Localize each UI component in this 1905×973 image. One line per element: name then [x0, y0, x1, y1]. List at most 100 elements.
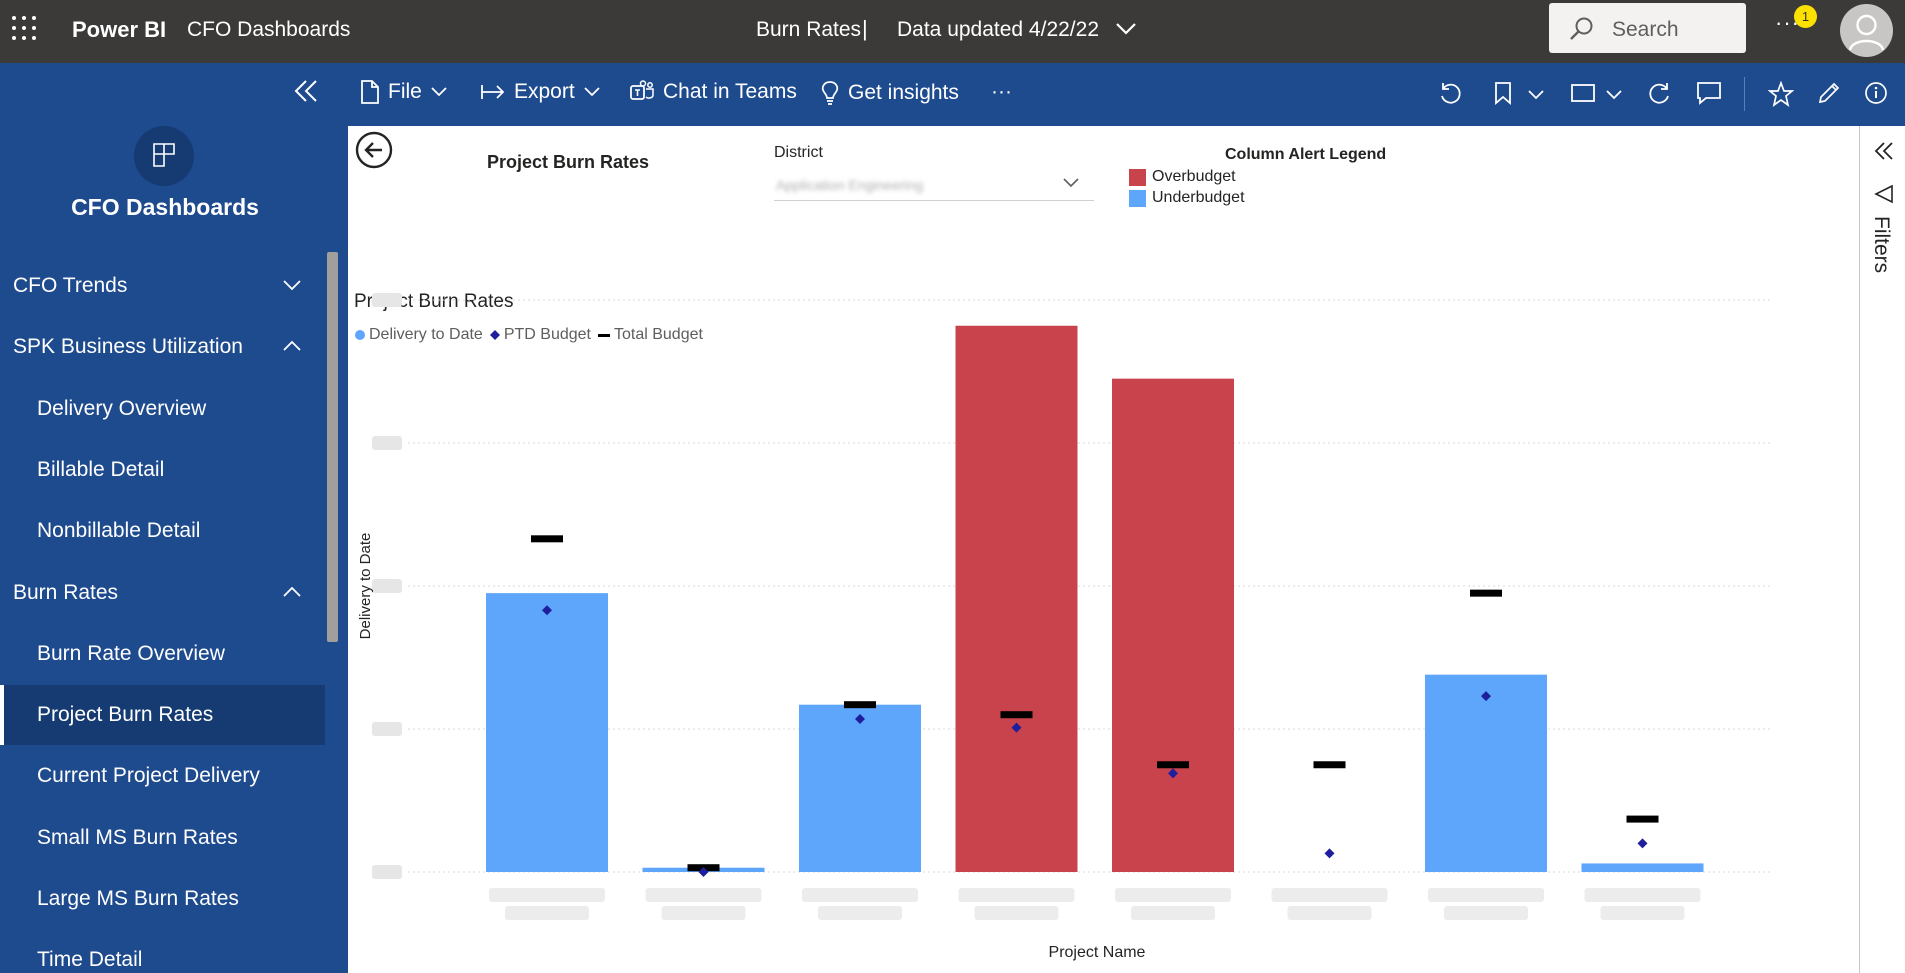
filters-label: Filters	[1870, 216, 1893, 274]
x-tick-label	[1271, 888, 1388, 902]
bar-delivery-to-date[interactable]	[1112, 378, 1234, 872]
y-axis-label: Delivery to Date	[357, 533, 374, 640]
back-arrow-icon[interactable]	[354, 130, 394, 170]
brand-name[interactable]: Power BI	[72, 17, 167, 42]
marker-ptd-budget[interactable]	[698, 867, 709, 877]
get-insights-button[interactable]: Get insights	[820, 80, 959, 106]
bookmark-icon[interactable]	[1494, 81, 1512, 105]
marker-ptd-budget[interactable]	[1637, 838, 1648, 849]
bar-delivery-to-date[interactable]	[955, 325, 1078, 872]
marker-total-budget[interactable]	[1626, 815, 1659, 823]
dot-icon	[355, 330, 365, 340]
alert-legend-title: Column Alert Legend	[1225, 146, 1387, 163]
file-menu[interactable]: File	[360, 80, 448, 104]
reset-icon[interactable]	[1438, 81, 1462, 105]
legend-ptd-budget[interactable]: PTD Budget	[489, 326, 591, 344]
y-tick-label	[372, 865, 402, 879]
sidebar-item-burn-rates[interactable]: Burn Rates	[0, 563, 325, 623]
sidebar-scrollbar[interactable]	[327, 252, 338, 642]
chevron-up-icon[interactable]	[282, 339, 302, 353]
marker-ptd-budget[interactable]	[1168, 768, 1178, 779]
bar-delivery-to-date[interactable]	[486, 593, 608, 872]
legend-ptd-label: PTD Budget	[503, 326, 591, 343]
marker-total-budget[interactable]	[531, 535, 563, 543]
sidebar-item-current-project-delivery[interactable]: Current Project Delivery	[0, 746, 325, 806]
refresh-icon[interactable]	[1648, 81, 1672, 105]
sidebar-item-label: Project Burn Rates	[37, 703, 214, 727]
marker-total-budget[interactable]	[1000, 711, 1033, 719]
chat-in-teams-button[interactable]: Chat in Teams	[629, 80, 797, 104]
y-tick-label	[372, 722, 402, 736]
sidebar-item-time-detail[interactable]: Time Detail	[0, 930, 325, 973]
chevron-down-icon	[584, 87, 600, 97]
sidebar-item-spk-business-utilization[interactable]: SPK Business Utilization	[0, 317, 325, 377]
workspace-name: CFO Dashboards	[71, 194, 259, 220]
x-tick-label	[1600, 906, 1685, 920]
view-icon[interactable]	[1570, 83, 1596, 103]
marker-ptd-budget[interactable]	[1324, 848, 1335, 859]
sidebar-item-burn-rate-overview[interactable]: Burn Rate Overview	[0, 624, 325, 684]
collapse-nav-icon[interactable]	[292, 77, 320, 105]
x-axis-label: Project Name	[1049, 944, 1146, 961]
sidebar-item-project-burn-rates[interactable]: Project Burn Rates	[0, 685, 325, 746]
filter-funnel-icon	[1874, 184, 1893, 204]
edit-pencil-icon[interactable]	[1817, 81, 1841, 105]
legend-delivery-to-date[interactable]: Delivery to Date	[354, 326, 483, 344]
workspace-breadcrumb[interactable]: CFO Dashboards	[187, 18, 351, 41]
sidebar-item-label: CFO Trends	[13, 274, 128, 297]
x-tick-label	[1115, 888, 1231, 902]
chevron-down-icon[interactable]	[1605, 89, 1623, 101]
chevron-down-icon[interactable]	[1527, 89, 1545, 101]
export-menu[interactable]: Export	[480, 80, 601, 104]
notification-badge: 1	[1794, 5, 1817, 28]
more-options-icon[interactable]: ···	[1775, 10, 1800, 35]
legend-total-budget[interactable]: Total Budget	[597, 326, 703, 344]
sidebar-item-nonbillable-detail[interactable]: Nonbillable Detail	[0, 501, 325, 561]
x-tick-label	[974, 906, 1059, 920]
district-dropdown[interactable]: Application Engineering	[774, 169, 1094, 201]
report-title: Burn Rates	[756, 18, 862, 41]
data-updated-label[interactable]: Data updated 4/22/22	[897, 18, 1100, 41]
y-tick-label	[372, 436, 402, 450]
legend-delivery-label: Delivery to Date	[369, 326, 483, 343]
marker-ptd-budget[interactable]	[1481, 691, 1491, 702]
filters-pane[interactable]: Filters	[1859, 126, 1905, 973]
favorite-star-icon[interactable]	[1768, 81, 1794, 107]
chevron-up-icon[interactable]	[282, 585, 302, 599]
sidebar-item-delivery-overview[interactable]: Delivery Overview	[0, 379, 325, 439]
export-label: Export	[514, 80, 575, 103]
bar-delivery-to-date[interactable]	[1581, 863, 1704, 872]
info-icon[interactable]	[1864, 81, 1888, 105]
search-input[interactable]: Search	[1549, 3, 1746, 53]
sidebar-item-cfo-trends[interactable]: CFO Trends	[0, 256, 325, 316]
page-title: Project Burn Rates	[487, 152, 650, 172]
chevron-down-icon[interactable]	[282, 278, 302, 292]
marker-total-budget[interactable]	[1313, 761, 1346, 769]
chevron-down-icon	[431, 87, 447, 97]
overbudget-label: Overbudget	[1152, 168, 1236, 185]
bar-delivery-to-date[interactable]	[1425, 674, 1547, 872]
get-insights-label: Get insights	[848, 81, 959, 104]
marker-ptd-budget[interactable]	[855, 713, 865, 724]
avatar[interactable]	[1840, 4, 1893, 57]
bar-delivery-to-date[interactable]	[799, 704, 921, 872]
marker-ptd-budget[interactable]	[542, 605, 552, 616]
more-actions-button[interactable]: ···	[991, 80, 1012, 103]
comment-icon[interactable]	[1696, 81, 1722, 105]
chat-in-teams-label: Chat in Teams	[663, 80, 797, 103]
sidebar-item-label: Time Detail	[37, 948, 143, 972]
sidebar-item-billable-detail[interactable]: Billable Detail	[0, 440, 325, 500]
marker-total-budget[interactable]	[1157, 761, 1189, 769]
file-label: File	[388, 80, 422, 103]
sidebar-item-small-ms-burn-rates[interactable]: Small MS Burn Rates	[0, 808, 325, 868]
expand-filters-icon[interactable]	[1873, 140, 1895, 162]
burn-rate-chart: Delivery to Date Project Name	[357, 293, 1773, 961]
marker-total-budget[interactable]	[1470, 589, 1502, 597]
toolbar-divider	[1744, 77, 1745, 111]
app-launcher-icon[interactable]	[12, 16, 38, 42]
x-tick-label	[802, 888, 918, 902]
sidebar-item-large-ms-burn-rates[interactable]: Large MS Burn Rates	[0, 869, 325, 929]
chevron-down-icon[interactable]	[1114, 19, 1138, 39]
marker-ptd-budget[interactable]	[1011, 722, 1022, 733]
marker-total-budget[interactable]	[844, 701, 876, 709]
